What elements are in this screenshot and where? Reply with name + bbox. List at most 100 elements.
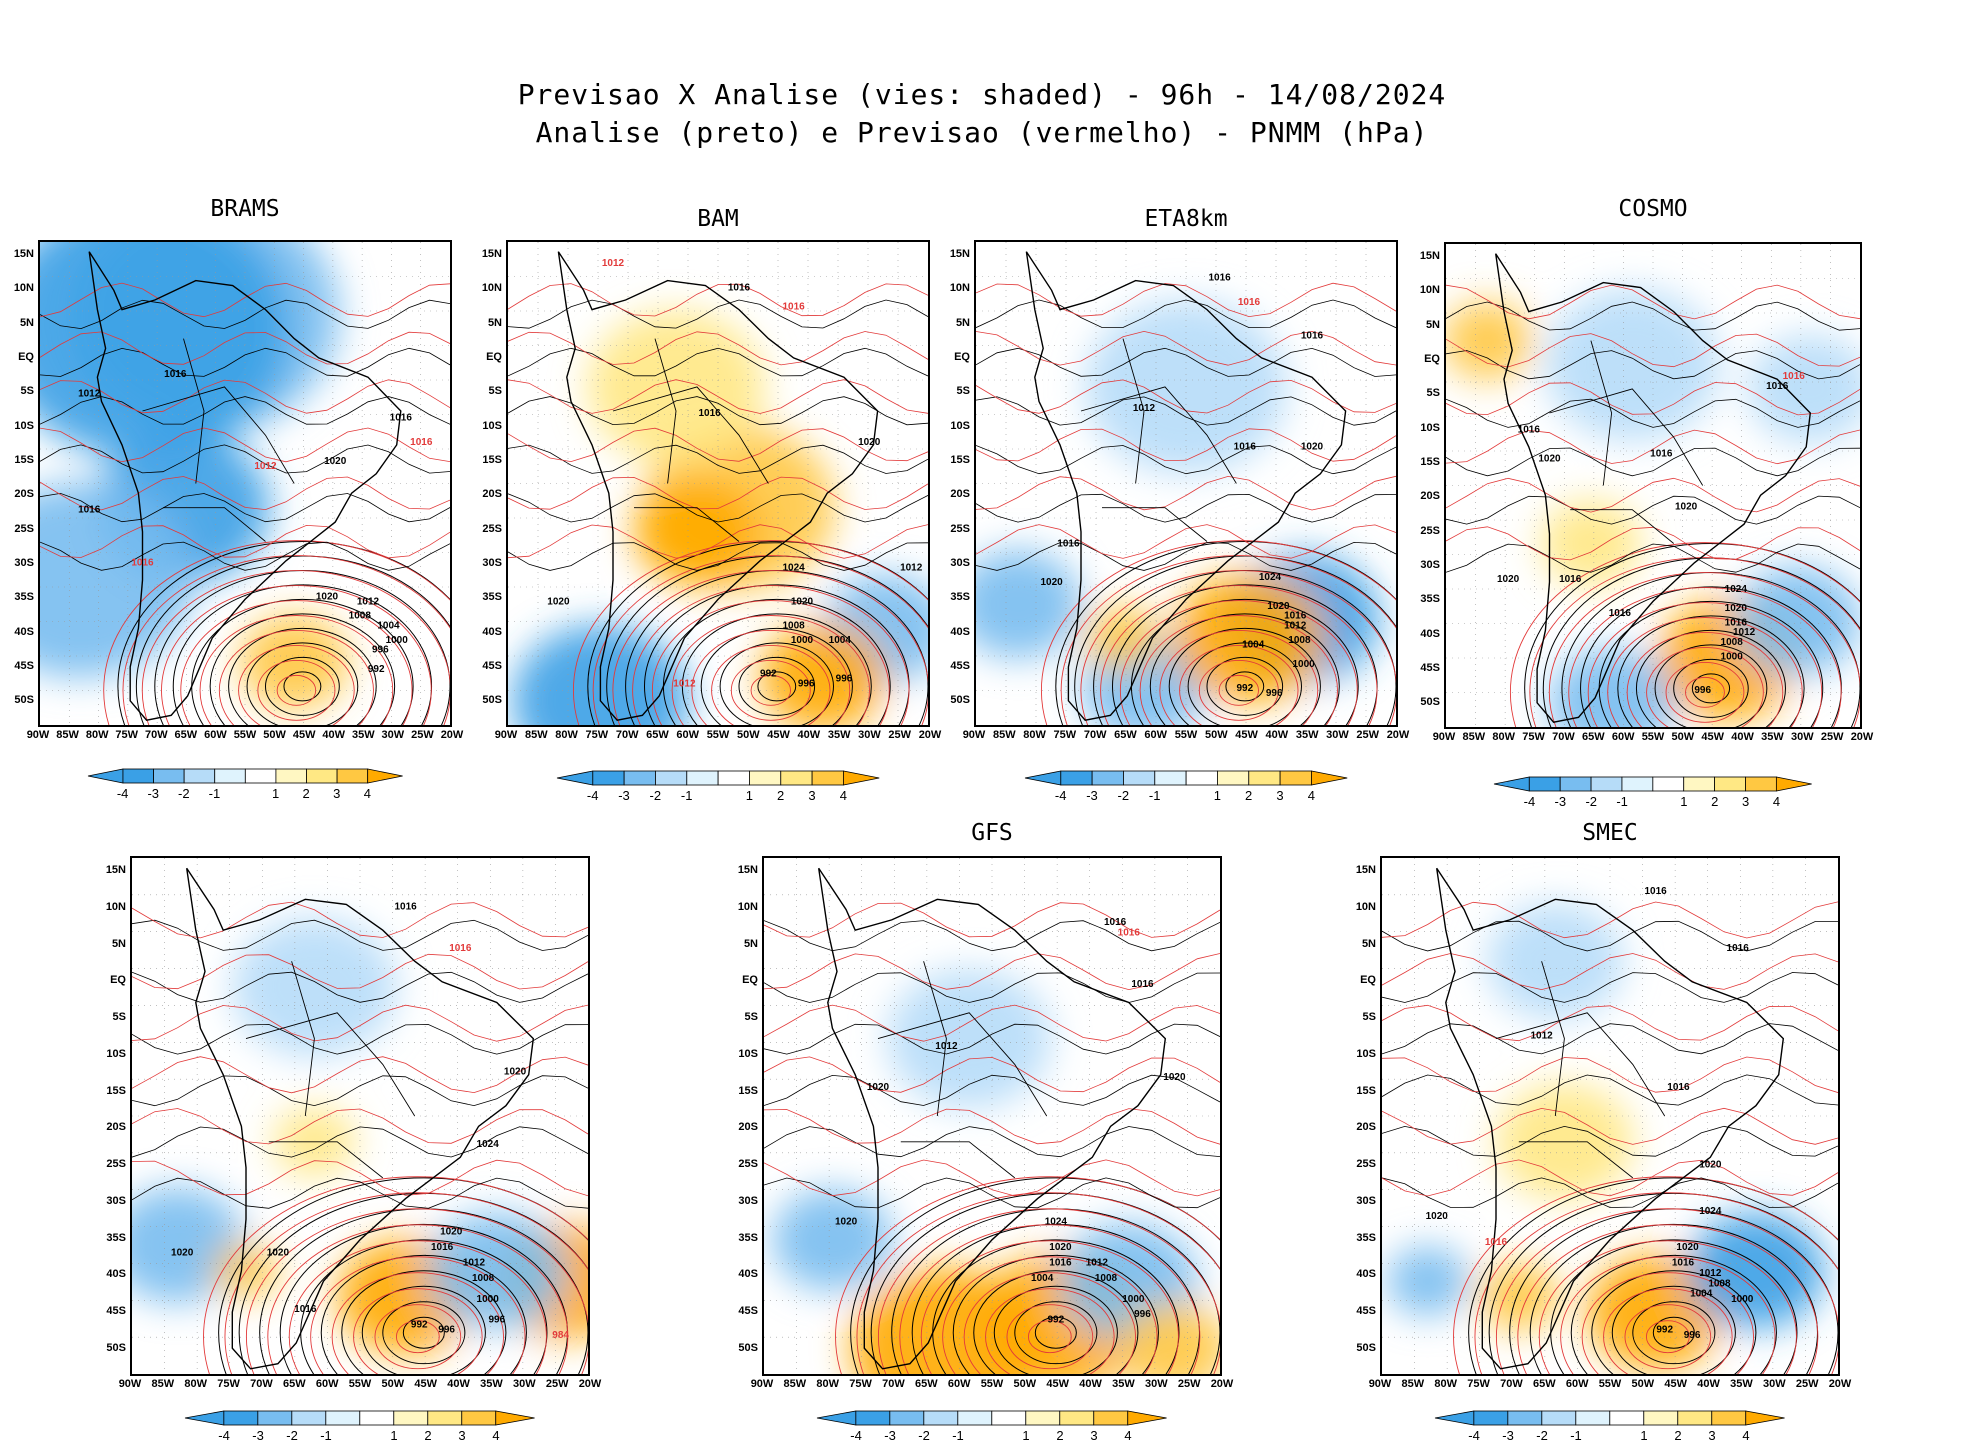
lon-label: 25W [1177,1378,1201,1390]
lat-label: 30S [1420,559,1440,572]
lon-label: 45W [1664,1378,1688,1390]
isobar-forecast [132,1056,588,1094]
isobar-forecast [1685,676,1725,708]
bias-area [887,968,1052,1109]
isobar-forecast [508,476,928,510]
country-border [1080,386,1237,484]
lon-label: 25W [411,729,434,741]
lon-label: 90W [26,729,50,741]
country-border [900,1141,1016,1179]
contour-label: 1000 [477,1294,500,1305]
isobar-forecast [257,659,336,721]
bias-area [1549,648,1674,727]
contour-label: 1016 [782,302,805,313]
lat-label: 20S [1356,1121,1376,1134]
contour-label: 1016 [1118,927,1141,938]
isobar-analysis [764,1023,1220,1055]
lon-label: 70W [250,1378,273,1390]
contour-label: 1016 [410,437,433,448]
colorbar-label: 1 [1680,794,1688,809]
isobar-forecast [1382,1056,1838,1093]
colorbar-label: 4 [363,786,371,801]
lon-label: 30W [1790,731,1814,743]
bias-area [1446,301,1533,380]
lat-label: EQ [1424,353,1440,365]
isobar-analysis [1014,1301,1098,1365]
colorbar-segment [1683,776,1716,792]
contour-label: 1024 [1259,572,1282,583]
isobar-forecast [573,540,928,725]
colorbar-segment [244,768,276,784]
isobar-forecast [40,427,450,463]
lat-label: 35S [14,591,34,604]
lat-label: 10S [738,1047,758,1060]
contour-label: 1016 [1672,1258,1695,1269]
contour-label: 1024 [477,1139,500,1150]
contour-label: 1016 [1104,917,1127,928]
lon-label: 80W [85,729,109,741]
colorbar-segment [1216,770,1250,786]
colorbar-segment [1024,770,1062,786]
contour-label: 1020 [1267,601,1290,612]
isobar-analysis [40,492,450,523]
colorbar-label: 4 [1307,788,1315,803]
contour-label: 1000 [791,635,814,646]
colorbar-segment [185,1410,225,1426]
colorbar-segment [1435,1410,1475,1426]
isobar-analysis [1652,1316,1695,1349]
lat-label: 5N [743,937,758,950]
lat-label: 45S [1356,1305,1376,1318]
lon-label: 50W [1631,1378,1655,1390]
lat-label: 40S [106,1268,126,1281]
lat-label: 10N [949,282,970,295]
country-border [142,386,295,484]
isobar-analysis [265,656,340,716]
isobar-forecast [310,1256,526,1374]
contour-label: 1020 [858,437,881,448]
isobar-analysis [587,541,928,725]
lon-label: 65W [282,1378,306,1390]
isobar-analysis [1488,1192,1838,1374]
lon-label: 60W [1144,729,1168,741]
lon-label: 70W [615,729,639,741]
isobar-analysis [1691,673,1731,704]
isobar-forecast [1100,585,1378,725]
contour-label: 1016 [294,1304,317,1315]
isobar-forecast [1446,477,1860,513]
colorbar-label: -1 [1616,794,1628,809]
colorbar-segment [817,1410,857,1426]
colorbar-label: 3 [333,786,341,801]
contour-label: 1016 [1049,1258,1072,1269]
lat-label: 35S [950,591,970,604]
lat-label: 25S [1356,1158,1376,1171]
lat-label: 10S [1356,1047,1376,1060]
lon-label: 90W [118,1378,142,1390]
isobar-forecast [671,615,870,725]
isobar-analysis [1632,1301,1716,1365]
contour-label: 1020 [1675,502,1698,513]
colorbar-segment [1127,1410,1167,1426]
isobar-analysis [764,1126,1220,1158]
contour-label: 1008 [1708,1278,1731,1289]
contour-label: 1012 [1699,1268,1722,1279]
bias-area [1687,1212,1825,1329]
lat-label: 40S [1356,1268,1376,1281]
isobar-forecast [976,282,1396,318]
lon-label: 60W [676,729,700,741]
lat-label: 10N [105,900,126,913]
lon-label: 85W [992,729,1016,741]
isobar-analysis [764,972,1220,1003]
panel-title-brams: BRAMS [210,196,280,222]
map-field-smec: 1016101610121016102010241020101610121008… [1382,858,1838,1374]
contour-label: 1020 [867,1082,890,1093]
isobar-forecast [1474,1192,1838,1374]
isobar-forecast [276,674,317,706]
isobar-analysis [1654,644,1768,727]
panel-title-gfs: GFS [971,820,1013,846]
colorbar-segment [1711,1410,1747,1426]
isobar-forecast [395,1320,440,1354]
panel-title-eta8km: ETA8km [1144,206,1228,232]
map-panel-brams: 1016 1012 1016 1020 1012 1008 1004 1000 996 992 10… [38,240,452,727]
contour-label: 1008 [349,611,372,622]
lat-label: 35S [482,591,502,604]
